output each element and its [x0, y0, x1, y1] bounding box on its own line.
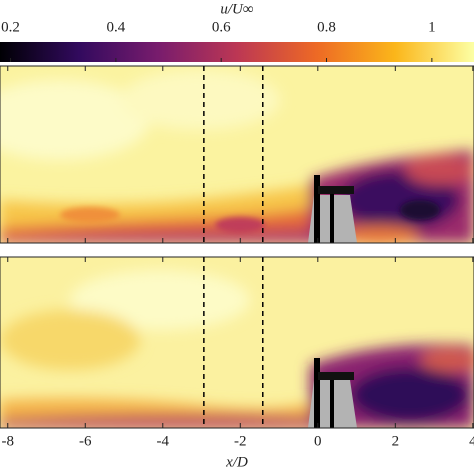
x-tick-label: -8	[2, 433, 15, 449]
x-tick-label: -6	[79, 433, 92, 449]
x-tick-label: 0	[314, 433, 322, 449]
x-tick-label: 4	[469, 433, 474, 449]
colorbar-tick-label: 1	[428, 19, 436, 35]
flow-field-bottom	[0, 257, 474, 428]
flow-field-top	[0, 66, 474, 243]
colorbar	[0, 42, 474, 62]
panel-frame	[0, 65, 474, 244]
x-tick-label: -4	[157, 433, 170, 449]
colorbar-label: u/U∞	[220, 1, 254, 17]
x-tick-label: 2	[392, 433, 400, 449]
colorbar-tick-label: 0.6	[212, 19, 231, 35]
colorbar-tick-label: 0.2	[1, 19, 20, 35]
colorbar-tick-label: 0.4	[106, 19, 125, 35]
x-axis-label: x/D	[225, 454, 248, 470]
x-tick-label: -2	[234, 433, 247, 449]
panel-frame	[0, 256, 474, 429]
colorbar-tick-label: 0.8	[317, 19, 336, 35]
